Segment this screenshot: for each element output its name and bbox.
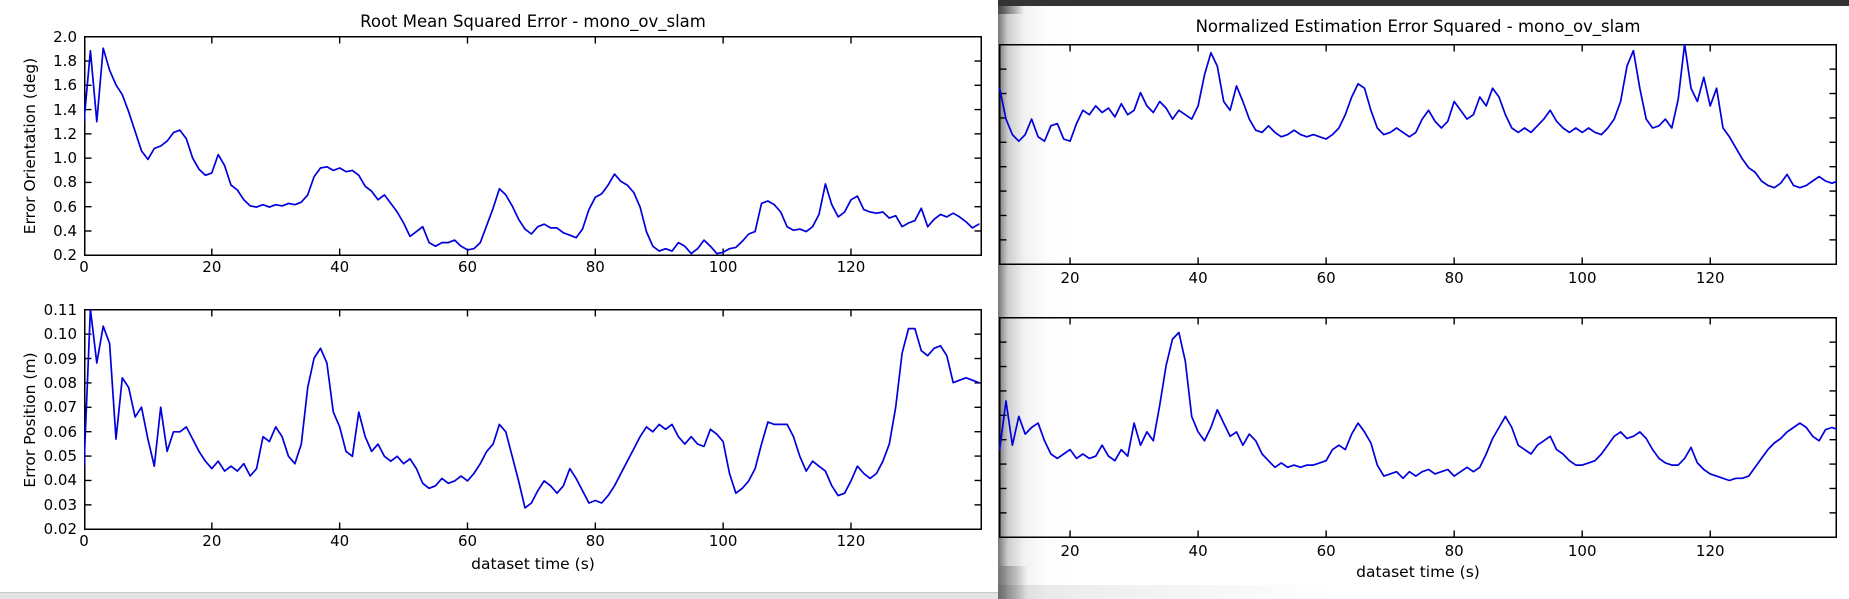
x-axis-label: dataset time (s) [471, 555, 595, 573]
x-tick-label: 80 [585, 532, 605, 550]
y-tick-label: 0.02 [43, 520, 77, 539]
y-tick-label: 0.2 [53, 246, 77, 265]
nees-position-plot [999, 317, 1837, 538]
x-tick-labels-row: 20 40 60 80 100 120 [999, 542, 1837, 560]
y-tick-label: 1.6 [53, 76, 77, 95]
x-tick-label: 120 [836, 532, 866, 550]
x-tick-labels-row: 0 20 40 60 80 100 120 [79, 532, 982, 550]
y-tick-label: 0.07 [43, 398, 77, 417]
y-tick-label: 1.4 [53, 100, 77, 119]
x-tick-label: 40 [330, 258, 350, 276]
x-tick-label: 80 [585, 258, 605, 276]
y-tick-label: 1.0 [53, 149, 77, 168]
orientation-rmse-plot [84, 36, 982, 256]
position-rmse-plot [84, 309, 982, 530]
window-nees-figure: Normalized Estimation Error Squared - mo… [998, 0, 1849, 599]
window-titlebar[interactable] [998, 0, 1849, 6]
window-left-edge-shadow-top [998, 6, 1024, 14]
x-tick-label: 120 [836, 258, 866, 276]
x-tick-label: 120 [1695, 269, 1725, 287]
window-left-edge-shadow [998, 6, 1078, 599]
x-tick-label: 40 [1188, 269, 1208, 287]
x-tick-label: 40 [1188, 542, 1208, 560]
x-tick-label: 60 [1316, 269, 1336, 287]
x-tick-label: 80 [1444, 269, 1464, 287]
x-axis-label: dataset time (s) [1356, 563, 1480, 581]
x-tick-label: 20 [1060, 269, 1080, 287]
figure-title: Normalized Estimation Error Squared - mo… [1195, 17, 1641, 36]
x-tick-label: 100 [1567, 542, 1597, 560]
window-left-edge-shadow-bottom [998, 566, 1028, 599]
y-tick-label: 0.11 [43, 300, 77, 319]
window-bottom-shadow [998, 585, 1338, 599]
figure-title: Root Mean Squared Error - mono_ov_slam [360, 12, 706, 31]
y-tick-label: 2.0 [53, 27, 77, 46]
x-tick-label: 20 [1060, 542, 1080, 560]
y-tick-label: 1.8 [53, 52, 77, 71]
y-tick-label: 0.08 [43, 373, 77, 392]
y-tick-label: 0.04 [43, 471, 77, 490]
x-tick-labels-row: 0 20 40 60 80 100 120 [79, 258, 982, 276]
y-tick-label: 0.4 [53, 221, 77, 240]
y-tick-label: 0.03 [43, 495, 77, 514]
x-tick-label: 60 [457, 532, 478, 550]
x-tick-label: 100 [708, 258, 738, 276]
x-tick-label: 40 [330, 532, 350, 550]
x-tick-label: 100 [1567, 269, 1597, 287]
y-tick-labels-column: 0.11 0.10 0.09 0.08 0.07 0.06 0.05 0.04 0.03 0.02 [0, 301, 77, 539]
x-tick-label: 60 [457, 258, 478, 276]
x-tick-labels-row: 20 40 60 80 100 120 [999, 269, 1837, 287]
x-tick-label: 80 [1444, 542, 1464, 560]
y-tick-label: 0.09 [43, 349, 77, 368]
y-tick-label: 0.8 [53, 173, 77, 192]
y-tick-label: 0.05 [43, 447, 77, 466]
y-tick-label: 0.10 [43, 325, 77, 344]
window-bottom-edge-strip [0, 592, 998, 599]
x-tick-label: 0 [79, 258, 89, 276]
y-tick-label: 0.6 [53, 197, 77, 216]
window-rmse-figure: Root Mean Squared Error - mono_ov_slam E… [0, 12, 998, 599]
nees-orientation-plot [999, 44, 1837, 265]
x-tick-label: 0 [79, 532, 89, 550]
x-tick-label: 100 [708, 532, 738, 550]
x-tick-label: 20 [202, 258, 222, 276]
y-tick-labels-column: 2.0 1.8 1.6 1.4 1.2 1.0 0.8 0.6 0.4 0.2 [0, 28, 77, 265]
y-tick-label: 0.06 [43, 422, 77, 441]
x-tick-label: 20 [202, 532, 222, 550]
x-tick-label: 120 [1695, 542, 1725, 560]
x-tick-label: 60 [1316, 542, 1336, 560]
y-tick-label: 1.2 [53, 124, 77, 143]
